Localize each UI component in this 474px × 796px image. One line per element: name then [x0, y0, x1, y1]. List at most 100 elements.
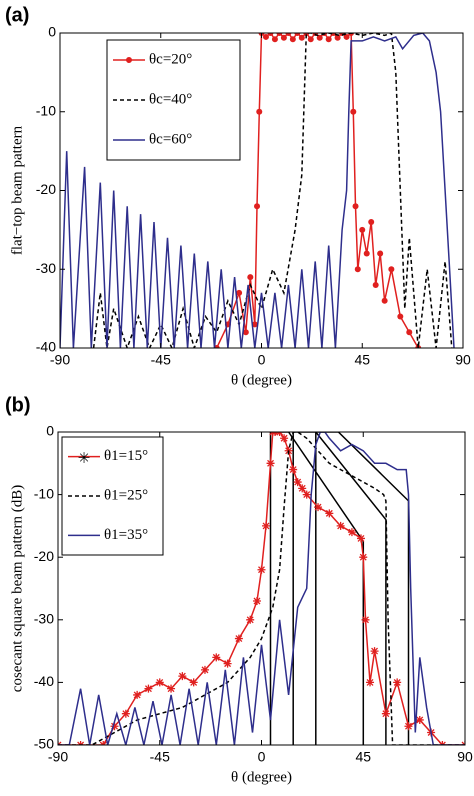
- marker: [325, 36, 332, 43]
- marker: [262, 521, 271, 530]
- series-line: [60, 33, 455, 348]
- y-tick-label: -30: [34, 611, 54, 627]
- marker: [247, 274, 254, 281]
- marker: [234, 634, 243, 643]
- marker: [246, 615, 255, 624]
- marker: [280, 34, 287, 41]
- legend-label: θ1=35°: [104, 527, 148, 543]
- marker: [316, 34, 323, 41]
- marker: [393, 678, 402, 687]
- marker: [223, 659, 232, 668]
- y-axis-label: cosecant square beam pattern (dB): [9, 485, 25, 692]
- marker: [200, 665, 209, 674]
- series-line: [292, 432, 387, 745]
- marker: [368, 219, 375, 225]
- marker: [252, 597, 261, 606]
- marker: [354, 266, 361, 273]
- marker: [236, 289, 243, 296]
- legend-label: θc=40°: [149, 91, 192, 107]
- marker: [366, 678, 375, 687]
- marker: [285, 33, 292, 36]
- marker: [298, 34, 305, 41]
- marker: [271, 36, 278, 43]
- marker: [121, 709, 130, 718]
- marker: [266, 459, 275, 468]
- y-tick-label: -40: [36, 339, 56, 355]
- marker: [359, 553, 368, 562]
- panel-label: (b): [5, 394, 31, 416]
- marker: [350, 108, 357, 115]
- x-tick-label: -45: [151, 352, 171, 368]
- marker: [359, 226, 366, 233]
- marker: [289, 36, 296, 43]
- y-tick-label: 0: [48, 24, 56, 40]
- marker: [251, 321, 258, 328]
- marker: [189, 678, 198, 687]
- marker: [289, 465, 298, 474]
- marker: [298, 484, 307, 493]
- marker: [347, 528, 356, 537]
- y-tick-label: -20: [36, 181, 56, 197]
- x-tick-label: 90: [455, 352, 471, 368]
- x-tick-label: -90: [50, 352, 70, 368]
- y-axis-label: flat−top beam pattern: [9, 125, 25, 255]
- marker: [397, 313, 404, 320]
- y-tick-label: -10: [34, 485, 54, 501]
- marker: [212, 653, 221, 662]
- series-line: [58, 432, 465, 745]
- marker: [167, 684, 176, 693]
- legend-marker: [126, 57, 132, 63]
- marker: [133, 690, 142, 699]
- marker: [415, 715, 424, 724]
- series-line: [315, 432, 410, 745]
- x-tick-label: -45: [150, 749, 170, 765]
- marker: [254, 203, 261, 210]
- marker: [267, 33, 274, 36]
- y-tick-label: -30: [36, 260, 56, 276]
- marker: [388, 266, 395, 273]
- x-tick-label: -90: [48, 749, 68, 765]
- marker: [352, 203, 359, 210]
- marker: [294, 33, 301, 36]
- panel-label: (a): [5, 4, 29, 26]
- marker: [307, 36, 314, 43]
- legend-label: θ1=15°: [104, 448, 148, 464]
- series-line: [58, 432, 465, 745]
- marker: [377, 250, 384, 257]
- marker: [293, 478, 302, 487]
- marker: [325, 509, 334, 518]
- legend-label: θ1=25°: [104, 487, 148, 503]
- marker: [356, 534, 365, 543]
- marker: [370, 647, 379, 656]
- marker: [256, 108, 263, 115]
- series-line: [92, 33, 453, 348]
- x-tick-label: 0: [258, 352, 266, 368]
- series-line: [58, 432, 465, 745]
- marker: [361, 615, 370, 624]
- marker: [381, 297, 388, 304]
- marker: [110, 722, 119, 731]
- marker: [144, 684, 153, 693]
- x-axis-label: θ (degree): [231, 769, 292, 785]
- plot: [60, 33, 455, 348]
- plot: [58, 432, 465, 745]
- marker: [381, 709, 390, 718]
- y-tick-label: -50: [34, 736, 54, 752]
- marker: [314, 503, 323, 512]
- marker: [372, 282, 379, 288]
- x-axis-label: θ (degree): [231, 372, 292, 388]
- marker: [242, 329, 249, 336]
- x-tick-label: 0: [258, 749, 266, 765]
- marker: [280, 434, 289, 443]
- legend-marker: ✳: [78, 451, 91, 467]
- marker: [343, 33, 350, 40]
- marker: [336, 521, 345, 530]
- y-tick-label: 0: [46, 423, 54, 439]
- marker: [302, 490, 311, 499]
- y-tick-label: -40: [34, 673, 54, 689]
- marker: [155, 678, 164, 687]
- series-line: [269, 432, 365, 745]
- x-tick-label: 45: [355, 749, 371, 765]
- marker: [262, 33, 269, 40]
